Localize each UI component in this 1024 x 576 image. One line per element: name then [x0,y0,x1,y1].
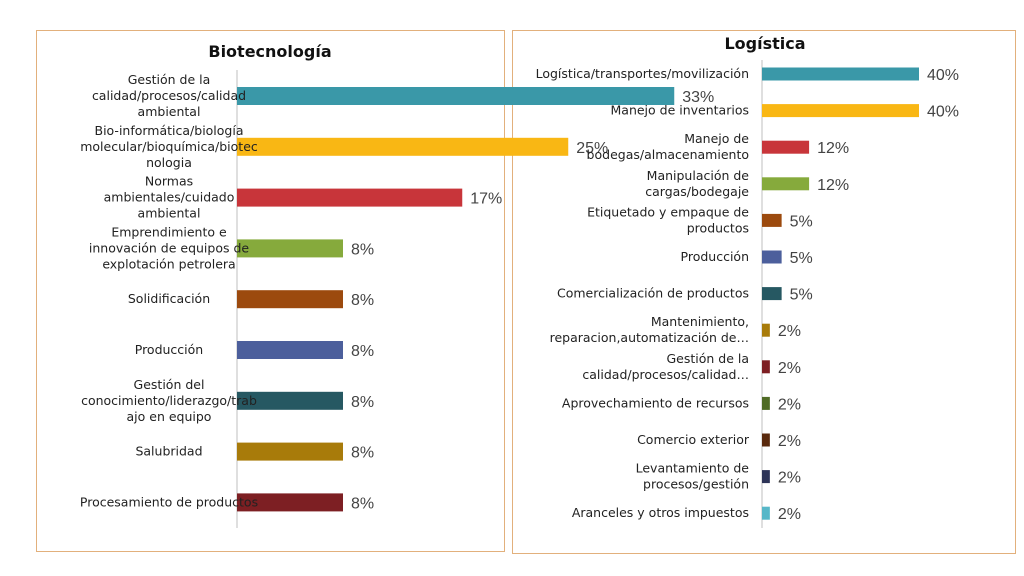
log-category-label: Mantenimiento, reparacion,automatización … [550,314,749,345]
bio-category-label: Producción [135,342,203,357]
log-bar [762,140,810,154]
log-value-label: 2% [778,323,801,340]
log-category-label: Manejo de inventarios [611,103,750,118]
log-category-label: Manejo de bodegas/almacenamiento [587,131,750,162]
log-category-label: Levantamiento de procesos/gestión [636,461,750,492]
bio-bar [237,188,463,207]
bio-category-label: Procesamiento de productos [80,494,258,509]
bio-value-label: 8% [351,445,374,462]
bio-value-label: 8% [351,343,374,360]
bio-bar [237,87,675,105]
log-bar [762,396,770,410]
log-value-label: 5% [790,287,813,304]
log-bar [762,104,919,118]
bio-bar [237,391,343,410]
bio-bar [237,290,343,309]
log-value-label: 5% [790,250,813,267]
bio-category-label: Emprendimiento e innovación de equipos de… [89,224,250,271]
bio-category-label: Gestión del conocimiento/liderazgo/trab aj… [81,377,257,424]
log-value-label: 2% [778,396,801,413]
bio-value-label: 8% [351,495,374,512]
log-value-label: 2% [778,506,801,523]
bio-bar [237,341,343,359]
bio-bar [237,239,343,258]
log-category-label: Comercialización de productos [557,286,749,301]
bio-value-label: 25% [576,140,608,157]
log-value-label: 40% [927,104,959,121]
log-category-label: Aranceles y otros impuestos [572,505,749,520]
log-value-label: 12% [817,140,849,157]
log-value-label: 12% [817,177,849,194]
log-bar [762,506,770,520]
logistica-title: Logística [724,34,806,53]
bio-value-label: 17% [470,191,502,208]
log-category-label: Gestión de la calidad/procesos/calidad… [582,351,749,382]
bio-bar [237,137,569,156]
log-category-label: Etiquetado y empaque de productos [587,204,749,235]
bio-value-label: 8% [351,292,374,309]
bio-category-label: Normas ambientales/cuidado ambiental [104,174,235,221]
log-value-label: 2% [778,470,801,487]
bio-value-label: 33% [682,89,714,106]
bio-value-label: 8% [351,241,374,258]
log-value-label: 2% [778,360,801,377]
log-category-label: Comercio exterior [637,432,750,447]
log-bar [762,250,782,264]
log-category-label: Manipulación de cargas/bodegaje [645,168,749,199]
log-bar [762,177,810,191]
log-category-label: Producción [681,249,749,264]
biotecnologia-title: Biotecnología [208,42,332,61]
log-bar [762,287,782,301]
log-bar [762,470,770,484]
log-category-label: Aprovechamiento de recursos [562,395,749,410]
log-bar [762,360,770,374]
log-bar [762,433,770,447]
log-bar [762,213,782,227]
bio-category-label: Solidificación [128,291,210,306]
bio-bar [237,442,343,461]
log-category-label: Logística/transportes/movilización [536,66,749,81]
log-bar [762,67,919,81]
bio-value-label: 8% [351,394,374,411]
bio-category-label: Gestión de la calidad/procesos/calidad amb… [92,72,246,119]
bio-category-label: Bio-informática/biología molecular/bioquí… [80,123,258,170]
log-bar [762,323,770,337]
log-value-label: 40% [927,67,959,84]
log-value-label: 5% [790,213,813,230]
log-value-label: 2% [778,433,801,450]
bio-category-label: Salubridad [135,444,202,459]
bio-bar [237,493,343,512]
